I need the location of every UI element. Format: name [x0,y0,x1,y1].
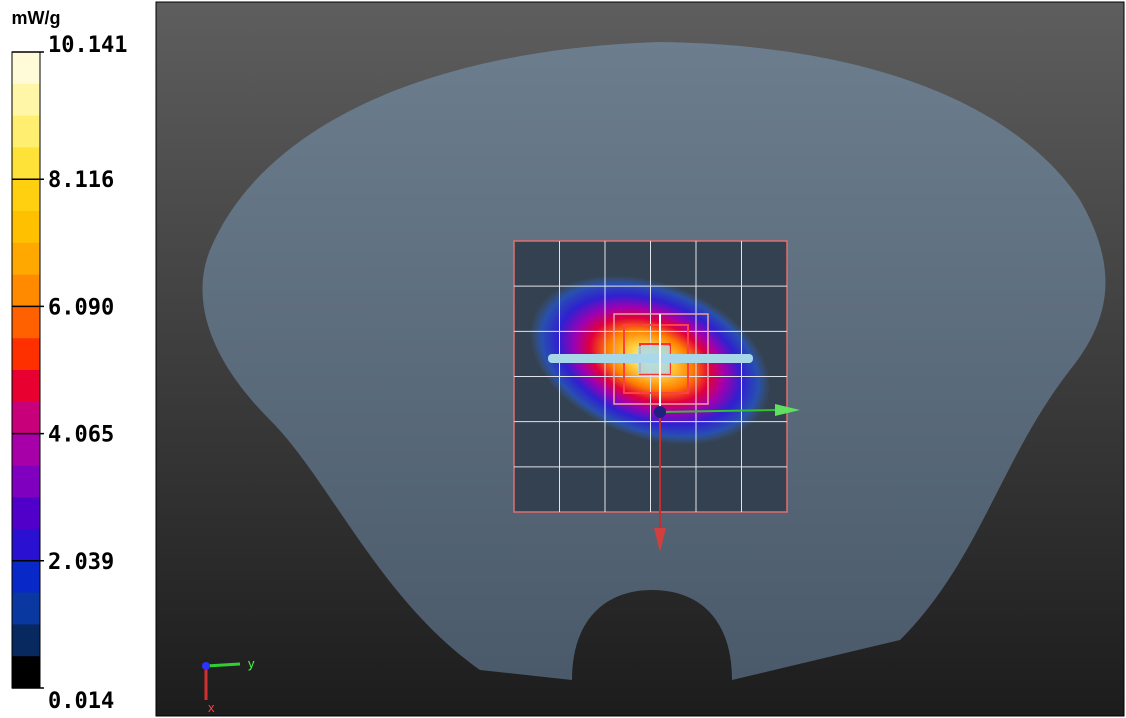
color-band [12,656,40,689]
color-band [12,370,40,403]
color-band [12,306,40,339]
color-band [12,529,40,562]
color-band [12,624,40,657]
color-band [12,211,40,244]
color-band [12,497,40,530]
triad-y-label: y [248,656,255,671]
color-band [12,242,40,276]
grid [514,241,787,512]
origin [654,406,666,418]
color-band [12,147,40,180]
color-bar: 10.141 8.116 6.090 4.065 2.039 0.014 [11,33,127,714]
color-band [12,179,40,212]
triad-y [205,662,241,668]
triad-z [202,662,210,670]
color-bar-label: 2.039 [48,550,114,575]
y-arrow [659,409,781,413]
color-bar-label: 0.014 [48,689,114,714]
color-bar-label: 4.065 [48,423,114,448]
color-band [12,560,40,594]
color-bar-label: 6.090 [48,295,114,320]
color-band [12,433,40,466]
color-bar-label: 10.141 [48,33,127,58]
color-bar-label: 8.116 [48,168,114,193]
y-arrow-head [775,404,800,416]
color-band [12,115,40,148]
color-band [12,52,40,85]
color-band [12,401,40,435]
device-body [638,346,670,374]
x-arrow-head [654,528,666,552]
color-band [12,274,40,307]
triad-x-label: x [208,700,215,715]
color-band [12,592,40,625]
color-band [12,338,40,371]
unit-label: mW/g [12,8,61,28]
color-band [12,465,40,498]
color-band [12,83,40,117]
